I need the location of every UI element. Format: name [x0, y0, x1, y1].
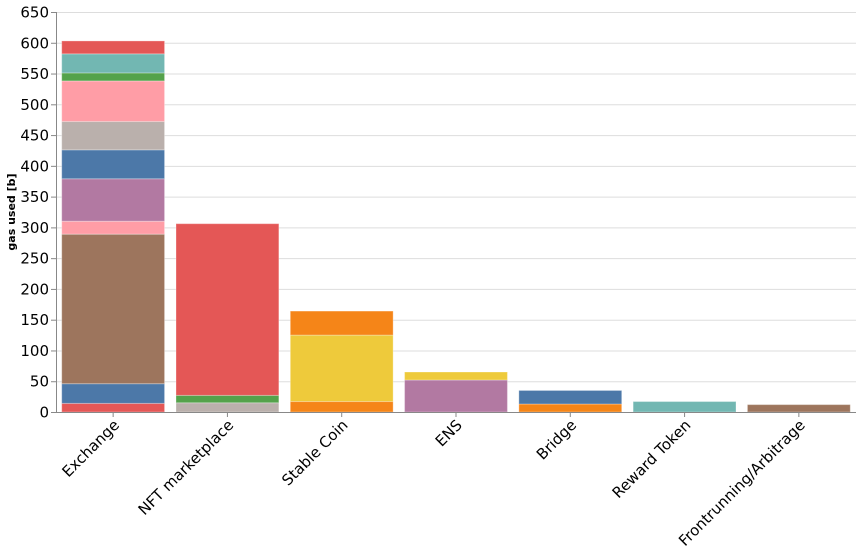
y-tick-label: 0 [39, 404, 49, 422]
x-tick-label: Stable Coin [278, 416, 351, 489]
bar-reward-token [632, 401, 737, 413]
bar-segment [61, 72, 166, 82]
bar-segment [289, 310, 394, 336]
bar-segment [61, 53, 166, 74]
y-tick-label: 500 [20, 96, 49, 114]
bar-nft-marketplace [175, 223, 280, 413]
bar-segment [404, 379, 508, 413]
bar-segment [289, 401, 394, 413]
bar-segment [518, 389, 623, 405]
y-tick-label: 350 [20, 188, 49, 206]
bar-segment [632, 401, 737, 413]
y-axis: 0 50 100 150 200 250 300 350 400 450 500 550 600 650 [20, 4, 57, 422]
bars [61, 40, 851, 413]
y-tick-label: 200 [20, 280, 49, 298]
bar-segment [404, 371, 508, 381]
bar-segment [61, 149, 166, 180]
bar-frontrunning-arbitrage [746, 404, 851, 413]
x-tick-label: Bridge [533, 416, 580, 463]
y-tick-label: 600 [20, 34, 49, 52]
bar-segment [61, 121, 166, 151]
x-tick-label: Frontrunning/Arbitrage [675, 416, 809, 550]
bar-segment [175, 394, 280, 404]
bar-segment [61, 402, 166, 413]
y-tick-label: 100 [20, 342, 49, 360]
y-tick-label: 300 [20, 219, 49, 237]
bar-stable-coin [289, 310, 394, 413]
bar-segment [61, 383, 166, 404]
bar-segment [61, 80, 166, 123]
bar-segment [746, 404, 851, 413]
bar-segment [518, 403, 623, 413]
x-tick-label: Exchange [58, 416, 123, 481]
x-tick-label: ENS [432, 416, 466, 450]
bar-exchange [61, 40, 166, 413]
bar-segment [61, 233, 166, 385]
bar-segment [61, 178, 166, 222]
bar-segment [175, 223, 280, 396]
y-tick-label: 450 [20, 127, 49, 145]
bar-ens [404, 371, 508, 413]
x-tick-label: NFT marketplace [135, 416, 238, 519]
bar-segment [175, 402, 280, 413]
y-tick-label: 650 [20, 4, 49, 22]
bar-segment [61, 220, 166, 235]
y-axis-title: gas used [b] [5, 173, 18, 250]
y-tick-label: 50 [30, 373, 49, 391]
y-tick-label: 550 [20, 65, 49, 83]
bar-bridge [518, 389, 623, 413]
bar-segment [289, 334, 394, 403]
x-tick-label: Reward Token [609, 416, 695, 502]
x-axis: Exchange NFT marketplace Stable Coin ENS Bri… [56, 412, 856, 550]
bar-segment [61, 40, 166, 55]
y-tick-label: 150 [20, 311, 49, 329]
y-tick-label: 400 [20, 157, 49, 175]
y-tick-label: 250 [20, 250, 49, 268]
